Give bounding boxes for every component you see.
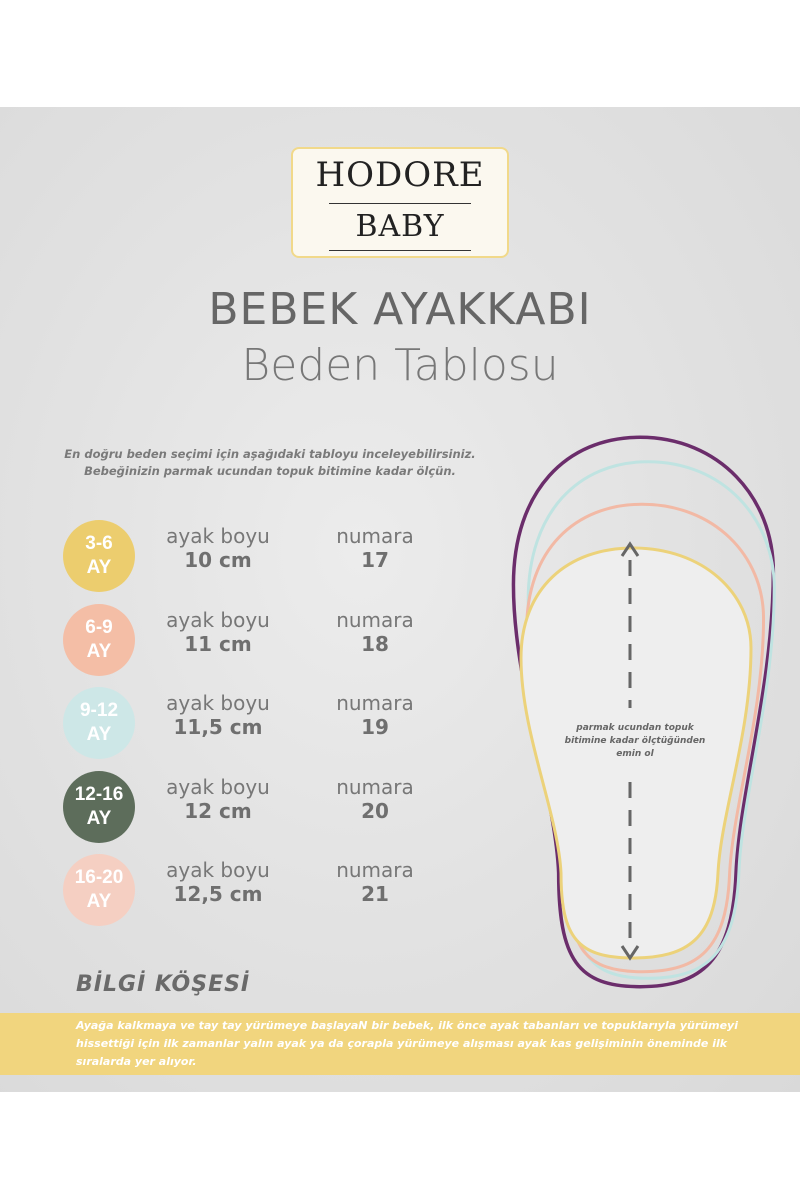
measure-arrow — [620, 541, 640, 961]
shoe-number: numara 18 — [305, 608, 445, 656]
foot-length: ayak boyu 10 cm — [148, 524, 288, 572]
shoe-number: numara 21 — [305, 858, 445, 906]
age-unit: AY — [86, 640, 112, 662]
length-value: 11,5 cm — [173, 715, 263, 739]
intro-text: En doğru beden seçimi için aşağıdaki tab… — [40, 446, 500, 480]
logo-line1: HODORE — [315, 155, 485, 195]
page-title: BEBEK AYAKKABI — [208, 284, 592, 335]
age-unit: AY — [86, 557, 112, 578]
size-row: 3-6 AY ayak boyu 10 cm numara 17 — [63, 520, 483, 595]
age-unit: AY — [86, 807, 112, 829]
age-badge: 16-20 AY — [63, 854, 135, 926]
number-label: numara — [336, 858, 414, 882]
number-value: 18 — [361, 631, 389, 656]
shoe-number: numara 19 — [305, 691, 445, 739]
age-badge: 3-6 AY — [63, 520, 135, 592]
number-label: numara — [336, 607, 414, 632]
number-value: 21 — [361, 882, 389, 906]
age-unit: AY — [86, 891, 112, 912]
length-value: 12 cm — [184, 798, 252, 823]
length-value: 11 cm — [184, 631, 252, 656]
size-row: 6-9 AY ayak boyu 11 cm numara 18 — [63, 603, 483, 679]
age-range: 6-9 — [85, 616, 113, 638]
length-label: ayak boyu — [166, 774, 270, 799]
foot-length: ayak boyu 12,5 cm — [148, 858, 288, 906]
length-label: ayak boyu — [166, 524, 270, 548]
logo-line2: BABY — [355, 209, 445, 244]
length-label: ayak boyu — [166, 691, 270, 715]
page-subtitle: Beden Tablosu — [241, 340, 559, 391]
age-range: 12-16 — [74, 783, 124, 805]
size-row: 9-12 AY ayak boyu 11,5 cm numara 19 — [63, 687, 483, 762]
logo-divider — [329, 203, 471, 204]
number-label: numara — [336, 691, 414, 715]
length-value: 12,5 cm — [173, 882, 263, 906]
shoe-number: numara 17 — [305, 524, 445, 572]
age-range: 9-12 — [79, 700, 119, 721]
foot-outline — [521, 548, 751, 958]
foot-length: ayak boyu 12 cm — [148, 775, 288, 823]
age-range: 16-20 — [74, 867, 124, 888]
arrow-down-icon — [620, 945, 640, 961]
foot-length: ayak boyu 11,5 cm — [148, 691, 288, 739]
age-unit: AY — [86, 724, 112, 745]
info-text: Ayağa kalkmaya ve tay tay yürümeye başla… — [76, 1019, 738, 1068]
info-band: Ayağa kalkmaya ve tay tay yürümeye başla… — [0, 1013, 800, 1075]
info-heading: BİLGİ KÖŞESİ — [76, 972, 251, 997]
length-label: ayak boyu — [166, 607, 270, 632]
intro-line1: En doğru beden seçimi için aşağıdaki tab… — [64, 447, 476, 461]
age-badge: 9-12 AY — [63, 687, 135, 759]
number-label: numara — [336, 524, 414, 548]
intro-line2: Bebeğinizin parmak ucundan topuk bitimin… — [84, 464, 456, 478]
arrow-up-icon — [620, 541, 640, 557]
brand-logo: HODORE BABY — [291, 147, 509, 258]
foot-measure-note: parmak ucundan topuk bitimine kadar ölçt… — [564, 723, 706, 759]
logo-divider — [329, 250, 471, 251]
size-row: 16-20 AY ayak boyu 12,5 cm numara 21 — [63, 854, 483, 929]
length-label: ayak boyu — [166, 858, 270, 882]
size-row: 12-16 AY ayak boyu 12 cm numara 20 — [63, 770, 483, 846]
number-value: 17 — [361, 548, 389, 572]
number-value: 19 — [361, 715, 389, 739]
foot-length: ayak boyu 11 cm — [148, 608, 288, 656]
shoe-number: numara 20 — [305, 775, 445, 823]
age-badge: 12-16 AY — [63, 770, 135, 843]
age-badge: 6-9 AY — [63, 603, 135, 676]
age-range: 3-6 — [85, 533, 113, 554]
length-value: 10 cm — [184, 548, 252, 572]
number-value: 20 — [361, 798, 389, 823]
number-label: numara — [336, 774, 414, 799]
